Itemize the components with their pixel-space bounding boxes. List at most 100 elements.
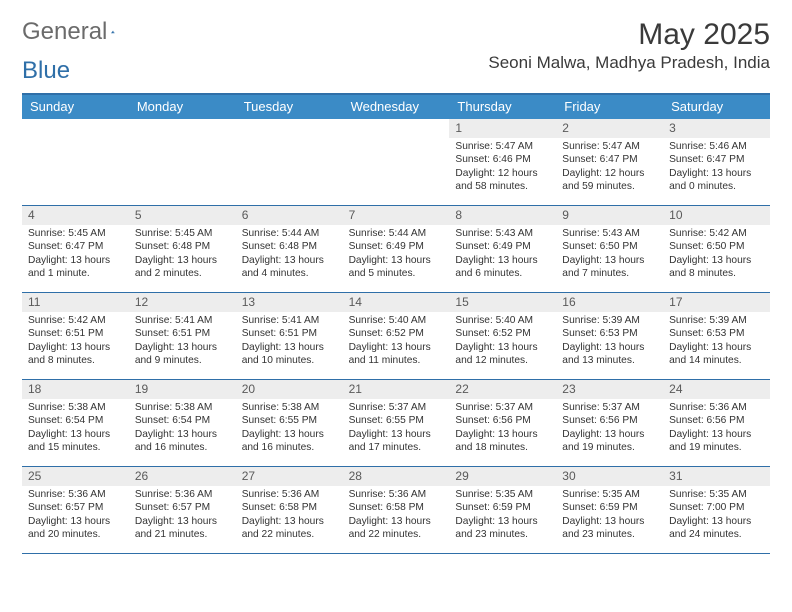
day-cell: 29Sunrise: 5:35 AMSunset: 6:59 PMDayligh… [449,467,556,553]
day-body: Sunrise: 5:43 AMSunset: 6:49 PMDaylight:… [449,225,556,285]
daylight-line: Daylight: 13 hours and 14 minutes. [669,341,764,368]
day-number: 12 [129,293,236,312]
sunset-line: Sunset: 6:51 PM [242,327,337,340]
day-body: Sunrise: 5:38 AMSunset: 6:54 PMDaylight:… [129,399,236,459]
week-row: 4Sunrise: 5:45 AMSunset: 6:47 PMDaylight… [22,206,770,293]
day-cell: 21Sunrise: 5:37 AMSunset: 6:55 PMDayligh… [343,380,450,466]
day-body: Sunrise: 5:40 AMSunset: 6:52 PMDaylight:… [449,312,556,372]
sunrise-line: Sunrise: 5:36 AM [669,401,764,414]
day-cell [343,119,450,205]
sunset-line: Sunset: 6:49 PM [455,240,550,253]
daylight-line: Daylight: 13 hours and 5 minutes. [349,254,444,281]
sunrise-line: Sunrise: 5:39 AM [562,314,657,327]
day-cell: 23Sunrise: 5:37 AMSunset: 6:56 PMDayligh… [556,380,663,466]
daylight-line: Daylight: 13 hours and 8 minutes. [28,341,123,368]
sunrise-line: Sunrise: 5:39 AM [669,314,764,327]
sunset-line: Sunset: 6:54 PM [135,414,230,427]
day-cell: 31Sunrise: 5:35 AMSunset: 7:00 PMDayligh… [663,467,770,553]
day-number: 19 [129,380,236,399]
sunset-line: Sunset: 6:55 PM [349,414,444,427]
daylight-line: Daylight: 13 hours and 20 minutes. [28,515,123,542]
day-number [129,119,236,138]
daylight-line: Daylight: 13 hours and 9 minutes. [135,341,230,368]
day-body: Sunrise: 5:45 AMSunset: 6:47 PMDaylight:… [22,225,129,285]
daylight-line: Daylight: 13 hours and 1 minute. [28,254,123,281]
sunrise-line: Sunrise: 5:41 AM [135,314,230,327]
sunrise-line: Sunrise: 5:43 AM [562,227,657,240]
daylight-line: Daylight: 13 hours and 21 minutes. [135,515,230,542]
logo: General [22,18,135,46]
day-number [236,119,343,138]
day-number: 9 [556,206,663,225]
day-body: Sunrise: 5:39 AMSunset: 6:53 PMDaylight:… [556,312,663,372]
sunrise-line: Sunrise: 5:44 AM [242,227,337,240]
sunrise-line: Sunrise: 5:36 AM [28,488,123,501]
day-number: 22 [449,380,556,399]
day-body: Sunrise: 5:43 AMSunset: 6:50 PMDaylight:… [556,225,663,285]
sunset-line: Sunset: 6:59 PM [455,501,550,514]
sunrise-line: Sunrise: 5:36 AM [135,488,230,501]
sunrise-line: Sunrise: 5:42 AM [669,227,764,240]
day-cell: 26Sunrise: 5:36 AMSunset: 6:57 PMDayligh… [129,467,236,553]
daylight-line: Daylight: 13 hours and 24 minutes. [669,515,764,542]
weekday-thursday: Thursday [449,95,556,119]
weekday-wednesday: Wednesday [343,95,450,119]
day-body: Sunrise: 5:44 AMSunset: 6:48 PMDaylight:… [236,225,343,285]
day-body: Sunrise: 5:38 AMSunset: 6:55 PMDaylight:… [236,399,343,459]
day-number: 2 [556,119,663,138]
sunrise-line: Sunrise: 5:38 AM [135,401,230,414]
sunset-line: Sunset: 6:51 PM [28,327,123,340]
daylight-line: Daylight: 12 hours and 58 minutes. [455,167,550,194]
title-block: May 2025 Seoni Malwa, Madhya Pradesh, In… [488,18,770,73]
logo-triangle-icon [111,23,115,41]
sunset-line: Sunset: 6:47 PM [28,240,123,253]
weekday-header-row: Sunday Monday Tuesday Wednesday Thursday… [22,95,770,119]
daylight-line: Daylight: 13 hours and 2 minutes. [135,254,230,281]
daylight-line: Daylight: 13 hours and 16 minutes. [135,428,230,455]
sunset-line: Sunset: 6:47 PM [562,153,657,166]
day-number: 25 [22,467,129,486]
day-cell: 24Sunrise: 5:36 AMSunset: 6:56 PMDayligh… [663,380,770,466]
day-body: Sunrise: 5:41 AMSunset: 6:51 PMDaylight:… [129,312,236,372]
day-cell: 13Sunrise: 5:41 AMSunset: 6:51 PMDayligh… [236,293,343,379]
sunset-line: Sunset: 6:53 PM [562,327,657,340]
daylight-line: Daylight: 13 hours and 18 minutes. [455,428,550,455]
sunset-line: Sunset: 7:00 PM [669,501,764,514]
sunset-line: Sunset: 6:56 PM [562,414,657,427]
day-body: Sunrise: 5:41 AMSunset: 6:51 PMDaylight:… [236,312,343,372]
day-cell: 30Sunrise: 5:35 AMSunset: 6:59 PMDayligh… [556,467,663,553]
day-number: 30 [556,467,663,486]
sunset-line: Sunset: 6:54 PM [28,414,123,427]
day-number: 5 [129,206,236,225]
daylight-line: Daylight: 13 hours and 19 minutes. [562,428,657,455]
day-body: Sunrise: 5:42 AMSunset: 6:51 PMDaylight:… [22,312,129,372]
day-body: Sunrise: 5:42 AMSunset: 6:50 PMDaylight:… [663,225,770,285]
day-cell: 10Sunrise: 5:42 AMSunset: 6:50 PMDayligh… [663,206,770,292]
daylight-line: Daylight: 13 hours and 12 minutes. [455,341,550,368]
day-number: 17 [663,293,770,312]
day-body: Sunrise: 5:35 AMSunset: 7:00 PMDaylight:… [663,486,770,546]
sunrise-line: Sunrise: 5:47 AM [562,140,657,153]
day-body: Sunrise: 5:44 AMSunset: 6:49 PMDaylight:… [343,225,450,285]
day-cell: 19Sunrise: 5:38 AMSunset: 6:54 PMDayligh… [129,380,236,466]
weekday-monday: Monday [129,95,236,119]
logo-word1: General [22,18,107,46]
day-number: 27 [236,467,343,486]
sunset-line: Sunset: 6:52 PM [349,327,444,340]
sunset-line: Sunset: 6:52 PM [455,327,550,340]
day-body: Sunrise: 5:38 AMSunset: 6:54 PMDaylight:… [22,399,129,459]
day-cell: 12Sunrise: 5:41 AMSunset: 6:51 PMDayligh… [129,293,236,379]
week-row: 11Sunrise: 5:42 AMSunset: 6:51 PMDayligh… [22,293,770,380]
day-cell: 9Sunrise: 5:43 AMSunset: 6:50 PMDaylight… [556,206,663,292]
daylight-line: Daylight: 13 hours and 22 minutes. [349,515,444,542]
daylight-line: Daylight: 13 hours and 23 minutes. [562,515,657,542]
weekday-friday: Friday [556,95,663,119]
week-row: 1Sunrise: 5:47 AMSunset: 6:46 PMDaylight… [22,119,770,206]
sunrise-line: Sunrise: 5:35 AM [562,488,657,501]
sunrise-line: Sunrise: 5:47 AM [455,140,550,153]
sunset-line: Sunset: 6:51 PM [135,327,230,340]
sunrise-line: Sunrise: 5:37 AM [349,401,444,414]
day-cell: 2Sunrise: 5:47 AMSunset: 6:47 PMDaylight… [556,119,663,205]
day-body: Sunrise: 5:47 AMSunset: 6:47 PMDaylight:… [556,138,663,198]
sunrise-line: Sunrise: 5:40 AM [455,314,550,327]
